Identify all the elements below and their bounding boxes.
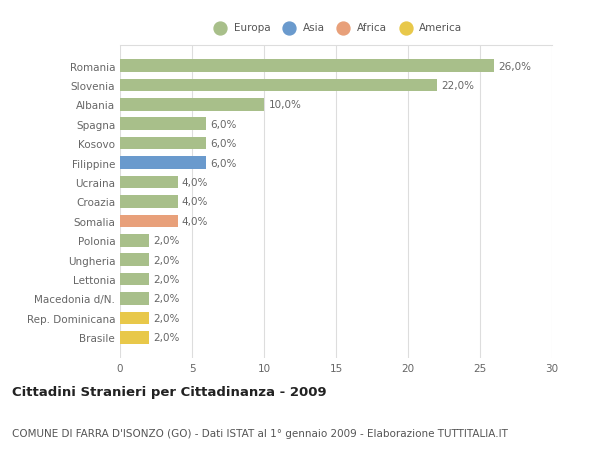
Text: Cittadini Stranieri per Cittadinanza - 2009: Cittadini Stranieri per Cittadinanza - 2… — [12, 385, 326, 398]
Bar — [120, 60, 494, 73]
Text: 4,0%: 4,0% — [182, 197, 208, 207]
Bar — [120, 138, 206, 150]
Text: 26,0%: 26,0% — [499, 62, 532, 71]
Bar — [120, 235, 149, 247]
Text: 2,0%: 2,0% — [153, 333, 179, 342]
Bar — [120, 254, 149, 266]
Text: 4,0%: 4,0% — [182, 178, 208, 188]
Bar — [120, 196, 178, 208]
Text: 2,0%: 2,0% — [153, 294, 179, 304]
Text: 2,0%: 2,0% — [153, 274, 179, 285]
Text: 10,0%: 10,0% — [268, 100, 301, 110]
Text: 2,0%: 2,0% — [153, 236, 179, 246]
Text: COMUNE DI FARRA D'ISONZO (GO) - Dati ISTAT al 1° gennaio 2009 - Elaborazione TUT: COMUNE DI FARRA D'ISONZO (GO) - Dati IST… — [12, 428, 508, 438]
Bar — [120, 157, 206, 169]
Text: 2,0%: 2,0% — [153, 255, 179, 265]
Bar — [120, 312, 149, 325]
Bar — [120, 99, 264, 112]
Text: 6,0%: 6,0% — [211, 139, 237, 149]
Bar — [120, 292, 149, 305]
Bar — [120, 118, 206, 131]
Bar — [120, 331, 149, 344]
Text: 4,0%: 4,0% — [182, 216, 208, 226]
Text: 6,0%: 6,0% — [211, 158, 237, 168]
Text: 2,0%: 2,0% — [153, 313, 179, 323]
Bar — [120, 79, 437, 92]
Bar — [120, 176, 178, 189]
Legend: Europa, Asia, Africa, America: Europa, Asia, Africa, America — [206, 19, 466, 38]
Bar — [120, 273, 149, 286]
Text: 6,0%: 6,0% — [211, 119, 237, 129]
Bar — [120, 215, 178, 228]
Text: 22,0%: 22,0% — [441, 81, 474, 91]
